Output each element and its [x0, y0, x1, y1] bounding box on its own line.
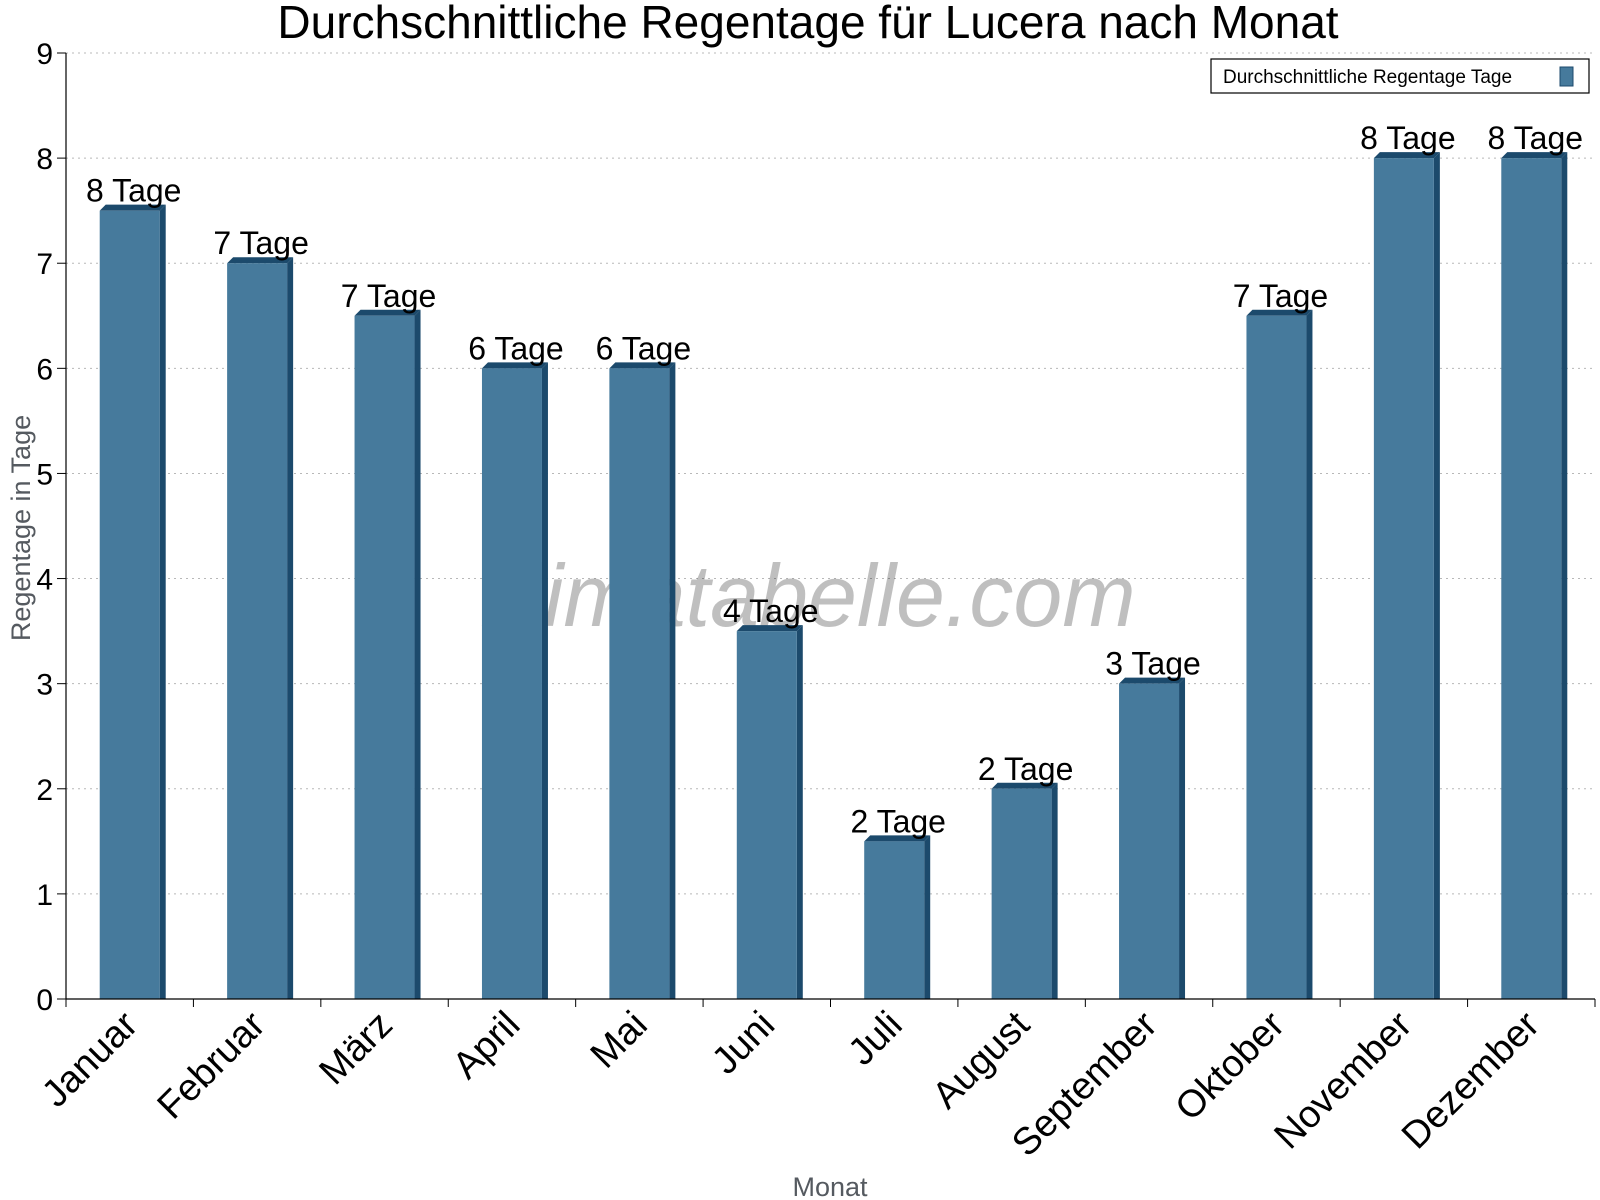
bar-front	[1501, 158, 1562, 1000]
bar-side	[1179, 677, 1186, 999]
data-label: 8 Tage	[86, 173, 182, 209]
data-labels: 8 Tage 7 Tage 7 Tage 6 Tage 6 Tage 4 Tage 2 Ta…	[86, 120, 1583, 839]
y-tick-label: 8	[36, 143, 53, 176]
x-tick-label: Juli	[841, 1004, 911, 1074]
x-tick-label: Oktober	[1168, 1003, 1294, 1129]
bar-front	[99, 210, 160, 999]
bar-top	[227, 257, 294, 264]
bar-side	[669, 362, 676, 999]
x-tick-label: Juni	[704, 1004, 783, 1083]
bar-top	[609, 362, 676, 369]
bar-side	[1306, 309, 1313, 999]
bar-top	[1501, 152, 1568, 159]
x-tick-label: April	[445, 1004, 528, 1087]
bar-side	[796, 625, 803, 999]
data-label: 6 Tage	[596, 330, 692, 366]
y-tick-label: 2	[36, 774, 53, 807]
y-tick-label: 3	[36, 669, 53, 702]
bar-front	[609, 368, 670, 999]
bar-top	[481, 362, 548, 369]
bar-front	[991, 788, 1052, 999]
bar-front	[1373, 158, 1434, 1000]
y-tick-label: 0	[36, 984, 53, 1017]
bar-side	[414, 309, 421, 999]
bar-side	[287, 257, 294, 999]
bar-top	[1119, 677, 1186, 684]
bar-side	[159, 204, 166, 999]
bar-side	[541, 362, 548, 999]
bar-top	[1373, 152, 1440, 159]
y-tick-label: 4	[36, 564, 53, 597]
legend-swatch	[1559, 66, 1574, 87]
x-axis-label: Monat	[792, 1172, 868, 1200]
data-label: 4 Tage	[723, 593, 819, 629]
gridlines	[66, 52, 1595, 895]
data-label: 2 Tage	[850, 803, 946, 839]
bar	[991, 782, 1058, 999]
data-label: 7 Tage	[1233, 278, 1329, 314]
legend-box	[1210, 58, 1590, 94]
bar-front	[864, 841, 925, 999]
bar	[354, 309, 421, 999]
bar-top	[1246, 309, 1313, 316]
bar-front	[1246, 315, 1307, 999]
bar	[864, 835, 931, 999]
x-tick-label: Januar	[34, 1003, 146, 1115]
bar-top	[354, 309, 421, 316]
watermark-text: klimatabelle.com	[480, 546, 1135, 645]
y-tick-label: 6	[36, 353, 53, 386]
bar-front	[481, 368, 542, 999]
chart-title: Durchschnittliche Regentage für Lucera n…	[277, 0, 1338, 48]
bar-side	[1051, 782, 1058, 999]
x-tick-label: November	[1267, 1003, 1421, 1157]
data-label: 8 Tage	[1360, 120, 1456, 156]
bar	[1501, 152, 1568, 1000]
x-tick-label: Mai	[583, 1004, 656, 1077]
legend: Durchschnittliche Regentage Tage	[1210, 58, 1590, 94]
bar-front	[1119, 683, 1180, 999]
bar-front	[227, 263, 288, 999]
bar-side	[1561, 152, 1568, 1000]
data-label: 2 Tage	[978, 751, 1074, 787]
bar	[736, 625, 803, 999]
bar-top	[864, 835, 931, 842]
data-label: 7 Tage	[213, 225, 309, 261]
bar	[481, 362, 548, 999]
bar-front	[736, 631, 797, 999]
bar-front	[354, 315, 415, 999]
bar	[1119, 677, 1186, 999]
data-label: 3 Tage	[1105, 646, 1201, 682]
bar-top	[99, 204, 166, 211]
legend-entry-label: Durchschnittliche Regentage Tage	[1223, 67, 1512, 88]
y-axis-ticks: 0 1 2 3 4 5 6 7 8 9	[36, 38, 66, 1017]
y-tick-label: 7	[36, 248, 53, 281]
y-tick-label: 1	[36, 879, 53, 912]
bar	[1373, 152, 1440, 1000]
bar	[609, 362, 676, 999]
bar	[99, 204, 166, 999]
x-tick-label: August	[925, 1003, 1039, 1117]
bar-top	[991, 782, 1058, 789]
x-tick-label: Februar	[150, 1003, 274, 1127]
bar-top	[736, 625, 803, 632]
x-tick-label: Dezember	[1394, 1003, 1548, 1157]
bar-side	[1433, 152, 1440, 1000]
data-label: 8 Tage	[1488, 120, 1584, 156]
y-tick-label: 5	[36, 458, 53, 491]
x-tick-label: März	[311, 1004, 400, 1093]
bars	[99, 152, 1568, 1000]
data-label: 7 Tage	[341, 278, 437, 314]
axes	[65, 53, 1595, 1000]
bar	[1246, 309, 1313, 999]
x-axis-ticks: Januar Februar März April Mai Juni Juli AugustS…	[34, 999, 1596, 1165]
y-tick-label: 9	[36, 38, 53, 71]
y-axis-label: Regentage in Tage	[6, 415, 36, 641]
data-label: 6 Tage	[468, 330, 564, 366]
bar	[227, 257, 294, 999]
bar-side	[924, 835, 931, 999]
